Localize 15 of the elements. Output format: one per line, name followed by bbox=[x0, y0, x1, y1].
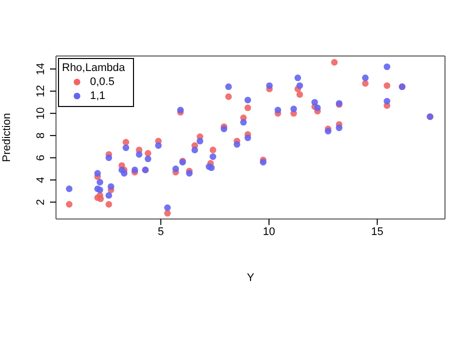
y-axis-title: Prediction bbox=[0, 113, 13, 162]
y-tick-label: 8 bbox=[35, 132, 47, 139]
legend-label: 1,1 bbox=[90, 89, 106, 103]
legend-label: 0,0.5 bbox=[90, 75, 114, 89]
x-axis-title: Y bbox=[246, 272, 255, 284]
y-tick-label: 14 bbox=[35, 62, 47, 76]
x-tick-label: 5 bbox=[158, 226, 164, 238]
x-tick-label: 10 bbox=[262, 226, 276, 238]
y-tick-label: 12 bbox=[35, 85, 47, 98]
y-tick-label: 2 bbox=[35, 199, 47, 206]
y-tick-label: 10 bbox=[35, 107, 47, 120]
y-tick-label: 4 bbox=[35, 176, 47, 184]
legend-title: Rho,Lambda bbox=[62, 61, 125, 75]
x-tick-label: 15 bbox=[371, 226, 384, 238]
y-tick-label: 6 bbox=[35, 154, 47, 161]
